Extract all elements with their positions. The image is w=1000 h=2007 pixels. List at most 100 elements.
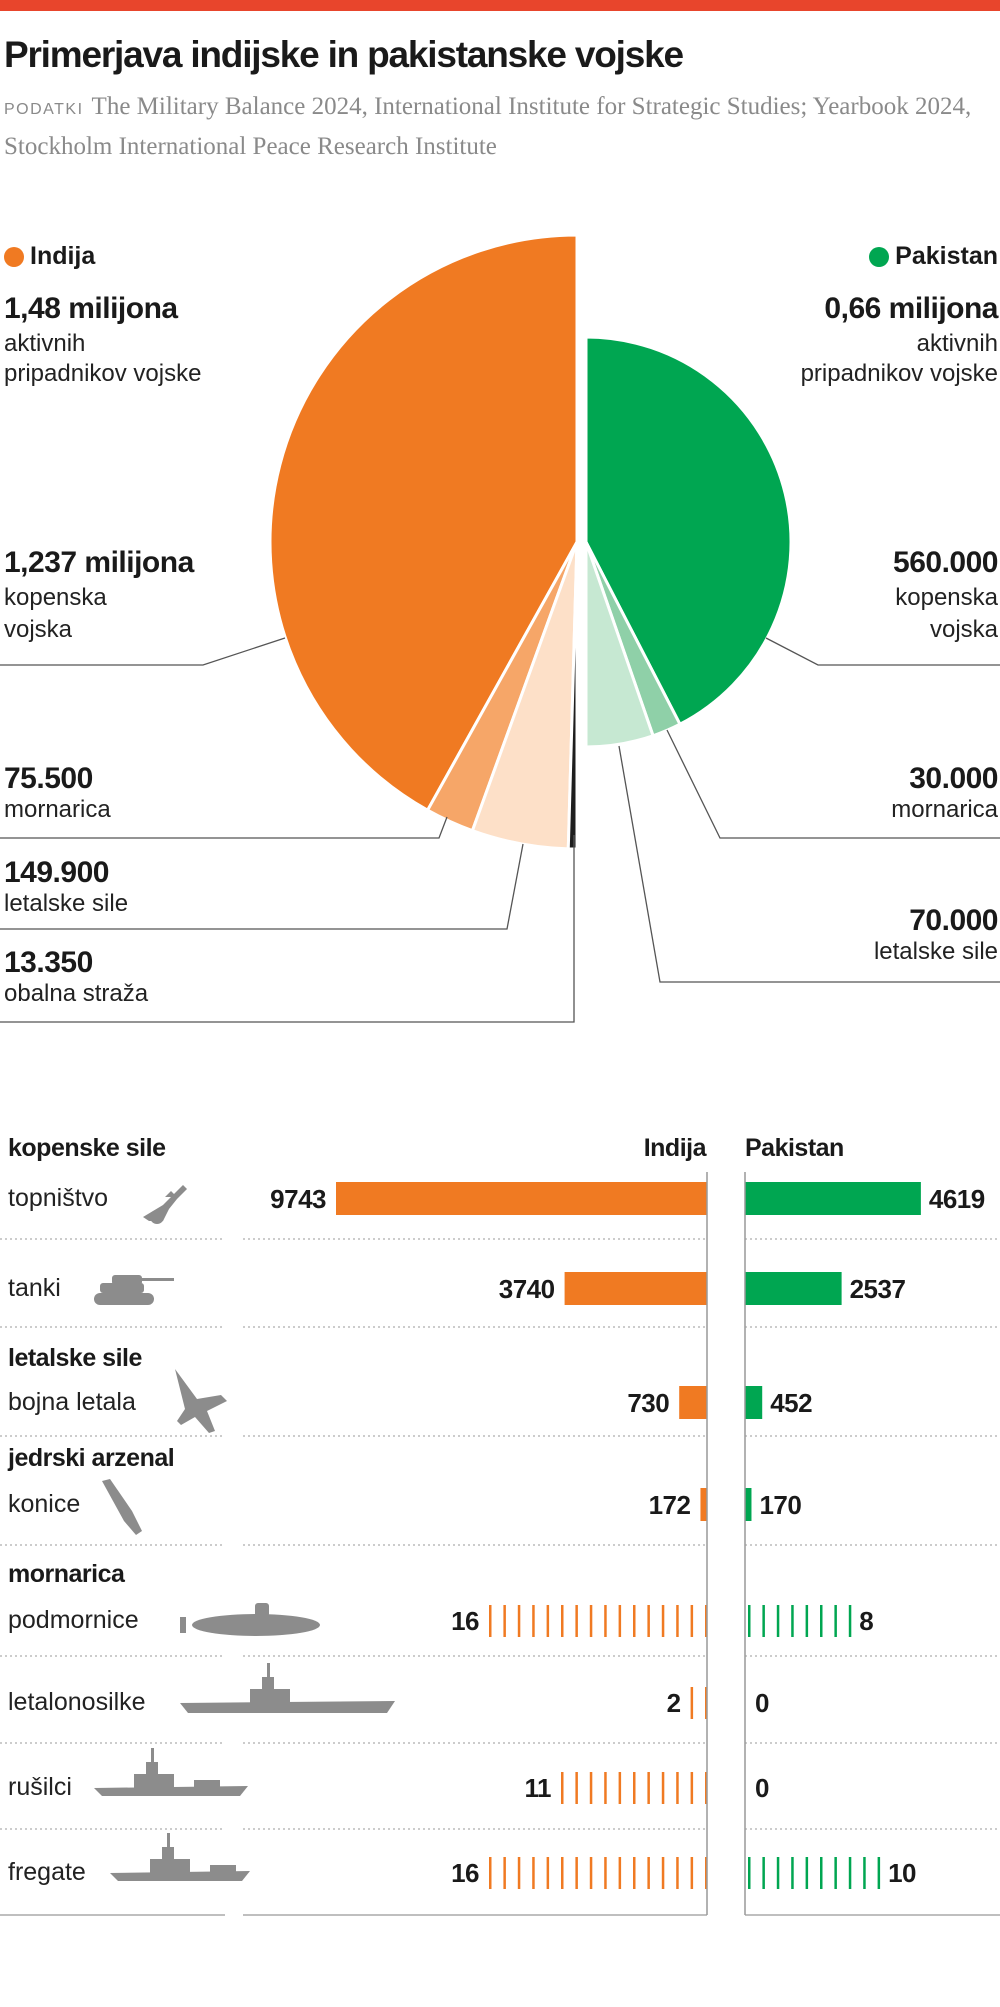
pakistan-tick: [848, 1857, 852, 1889]
india-tick: [589, 1605, 593, 1637]
aircraft-carrier-icon: [180, 1663, 395, 1713]
india-tick: [690, 1772, 694, 1804]
leader-line: [765, 637, 1000, 666]
india-coast-label: 13.350 obalna straža: [4, 946, 148, 1012]
row-label: fregate: [8, 1858, 86, 1886]
india-navy-desc: mornarica: [4, 796, 111, 823]
row-label: letalonosilke: [8, 1688, 146, 1716]
india-tick: [517, 1605, 521, 1637]
pakistan-bar: [745, 1488, 752, 1521]
legend-india: Indija: [4, 242, 95, 271]
india-air-desc: letalske sile: [4, 890, 129, 917]
india-air-label: 149.900 letalske sile: [4, 856, 128, 922]
pakistan-tick: [848, 1605, 852, 1637]
pakistan-value: 4619: [928, 1184, 985, 1214]
pakistan-army-desc-1: kopenska: [895, 584, 998, 611]
pakistan-navy-value: 30.000: [909, 762, 998, 795]
warhead-icon: [102, 1479, 142, 1535]
ship-bridge: [262, 1677, 274, 1689]
ship-hull: [110, 1871, 250, 1881]
india-tick: [589, 1857, 593, 1889]
source-text: The Military Balance 2024, International…: [4, 93, 972, 160]
pakistan-tick: [877, 1857, 881, 1889]
india-tick: [647, 1857, 650, 1889]
column-header-pakistan: Pakistan: [745, 1134, 844, 1162]
india-total-value: 1,48 milijona: [4, 292, 178, 325]
india-value: 2: [666, 1688, 681, 1718]
artillery-wheel: [150, 1210, 164, 1224]
pakistan-value: 0: [755, 1773, 769, 1803]
india-tick: [676, 1605, 679, 1637]
pakistan-bar: [745, 1182, 921, 1215]
destroyer-icon: [94, 1748, 248, 1796]
india-tick: [604, 1772, 607, 1804]
tank-icon: [94, 1275, 174, 1305]
india-tick: [575, 1605, 578, 1637]
ship-bridge: [146, 1762, 158, 1774]
sub-hull: [192, 1614, 320, 1636]
fighter-jet-icon: [175, 1369, 227, 1433]
india-value: 16: [451, 1858, 479, 1888]
group-header: jedrski arzenal: [8, 1444, 175, 1472]
row-label: bojna letala: [8, 1388, 136, 1416]
pakistan-tick: [776, 1857, 780, 1889]
pakistan-tick: [791, 1605, 794, 1637]
pie-slice: [584, 540, 655, 749]
india-tick: [618, 1857, 622, 1889]
sub-tail: [180, 1617, 186, 1633]
india-total-desc-2: pripadnikov vojske: [4, 360, 202, 387]
legend-pakistan-label: Pakistan: [895, 242, 998, 270]
row-label: podmornice: [8, 1606, 139, 1634]
india-tick: [690, 1605, 694, 1637]
artillery-shape: [143, 1185, 187, 1221]
india-tick: [589, 1772, 593, 1804]
ship-bridge: [162, 1847, 174, 1859]
pakistan-tick: [776, 1605, 780, 1637]
tank-turret: [112, 1275, 142, 1285]
pakistan-army-desc-2: vojska: [929, 616, 998, 643]
ship-hull: [94, 1786, 248, 1796]
ship-superstructure: [150, 1859, 190, 1873]
india-tick: [575, 1857, 578, 1889]
india-tick: [604, 1605, 607, 1637]
india-tick: [575, 1772, 578, 1804]
india-value: 9743: [270, 1184, 326, 1214]
india-army-desc-1: kopenska: [4, 584, 107, 611]
india-army-desc-2: vojska: [4, 616, 73, 643]
india-tick: [532, 1605, 535, 1637]
india-tick: [690, 1687, 694, 1719]
top-accent-bar: [0, 0, 1000, 11]
pakistan-air-label: 70.000 letalske sile: [874, 904, 999, 970]
india-tick: [503, 1857, 506, 1889]
jet-shape: [175, 1369, 227, 1433]
india-tick: [618, 1605, 622, 1637]
page-title: Primerjava indijske in pakistanske vojsk…: [4, 34, 684, 75]
india-tick: [647, 1605, 650, 1637]
ship-deckhouse: [194, 1780, 220, 1788]
india-coast-desc: obalna straža: [4, 980, 149, 1007]
pakistan-tick: [748, 1857, 751, 1889]
india-tick: [546, 1605, 550, 1637]
india-navy-label: 75.500 mornarica: [4, 762, 111, 828]
pie-slice: [268, 233, 579, 812]
group-header: kopenske sile: [8, 1134, 166, 1162]
frigate-icon: [110, 1833, 250, 1881]
pakistan-tick: [863, 1857, 866, 1889]
pakistan-total-value: 0,66 milijona: [824, 292, 998, 325]
pie-chart: [0, 233, 1000, 1023]
leader-line: [0, 816, 448, 839]
india-value: 3740: [498, 1274, 555, 1304]
leader-line: [0, 637, 286, 666]
pakistan-value: 8: [859, 1606, 874, 1636]
warhead-shape: [102, 1479, 142, 1535]
pakistan-navy-desc: mornarica: [891, 796, 998, 823]
submarine-icon: [180, 1603, 320, 1636]
india-army-label: 1,237 milijona kopenska vojska: [4, 546, 194, 648]
pakistan-bar: [745, 1272, 842, 1305]
pakistan-air-value: 70.000: [909, 904, 998, 937]
india-tick: [633, 1605, 636, 1637]
pakistan-tick: [791, 1857, 794, 1889]
ship-mast: [267, 1663, 270, 1679]
india-tick: [661, 1857, 665, 1889]
pakistan-tick: [820, 1605, 823, 1637]
